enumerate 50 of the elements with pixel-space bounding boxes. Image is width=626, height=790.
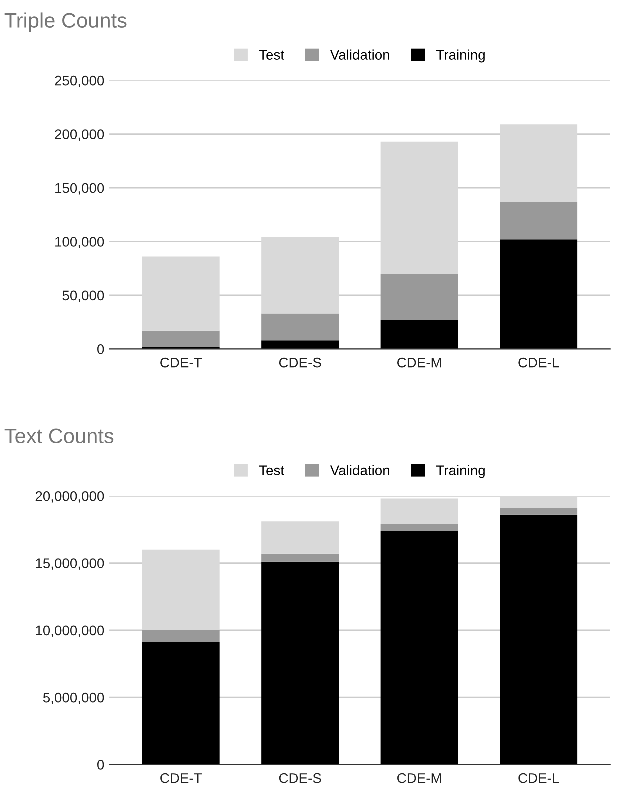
bar (500, 240, 578, 350)
bar (500, 124, 578, 202)
legend-label: Validation (330, 50, 390, 60)
legend-label: Test (259, 466, 284, 476)
bar (380, 142, 458, 274)
bar (380, 524, 458, 532)
y-tick-label: 200,000 (55, 130, 104, 142)
bar (262, 522, 340, 554)
bar (142, 330, 220, 348)
legend-label: Training (436, 465, 485, 478)
legend-label: Training (436, 50, 485, 63)
y-tick-label: 15,000,000 (36, 558, 104, 570)
y-tick-label: 150,000 (56, 183, 104, 195)
x-tick-label: CDE-S (279, 358, 322, 368)
y-tick-label: 50,000 (62, 290, 104, 302)
x-tick-label: CDE-S (279, 773, 322, 784)
bar (142, 642, 220, 765)
bar (500, 497, 578, 508)
legend-label: Validation (330, 465, 390, 476)
y-tick-label: 0 (98, 760, 104, 770)
x-tick-label: CDE-M (398, 773, 442, 784)
bar (380, 274, 458, 320)
bar (142, 256, 220, 331)
bar (142, 630, 220, 643)
legend-label: Test (259, 50, 284, 60)
bar (262, 562, 340, 765)
y-tick-label: 5,000,000 (43, 692, 104, 704)
x-tick-label: CDE-L (518, 773, 560, 784)
bar (380, 531, 458, 765)
bar (380, 320, 458, 350)
x-tick-label: CDE-T (160, 773, 202, 784)
x-tick-label: CDE-M (398, 358, 442, 368)
bar (380, 498, 458, 524)
bar (142, 550, 220, 630)
x-tick-label: CDE-L (518, 358, 560, 368)
bar (262, 340, 340, 350)
y-tick-label: 0 (98, 344, 104, 354)
bar (262, 554, 340, 562)
x-tick-label: CDE-T (160, 358, 202, 368)
chart-title: Triple Counts (4, 12, 127, 32)
bar (500, 514, 578, 765)
y-tick-label: 100,000 (56, 237, 104, 249)
bar (500, 508, 578, 515)
bar (500, 202, 578, 240)
y-tick-label: 250,000 (55, 76, 104, 88)
bar (262, 237, 340, 314)
chart-title: Text Counts (4, 428, 114, 444)
y-tick-label: 20,000,000 (36, 491, 104, 503)
bar (262, 314, 340, 341)
y-tick-label: 10,000,000 (36, 626, 104, 638)
